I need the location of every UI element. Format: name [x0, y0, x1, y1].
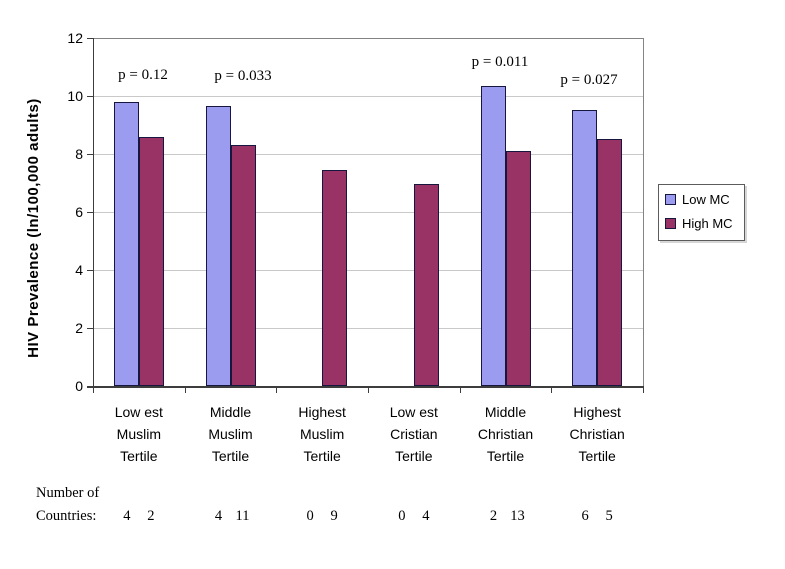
p-value-label-4: p = 0.027 [560, 72, 618, 88]
bar-high-mc-group-5 [506, 151, 531, 386]
legend-item-low-mc: Low MC [665, 193, 730, 206]
category-label-3-line-3: Tertile [303, 448, 341, 464]
x-tick-1 [185, 388, 186, 393]
x-tick-2 [276, 388, 277, 393]
count-1-high: 2 [147, 508, 155, 524]
x-tick-3 [368, 388, 369, 393]
x-tick-4 [460, 388, 461, 393]
y-tick-6 [87, 212, 93, 213]
count-6-low: 6 [581, 508, 589, 524]
category-label-6-line-1: Highest [573, 404, 621, 420]
bar-low-mc-group-5 [481, 86, 506, 386]
count-2-high: 11 [235, 508, 250, 524]
y-tick-label-4: 4 [75, 262, 83, 278]
y-tick-8 [87, 154, 93, 155]
category-label-1-line-1: Low est [114, 404, 163, 420]
y-tick-12 [87, 38, 93, 39]
p-value-label-3: p = 0.011 [471, 54, 529, 70]
category-label-5-line-1: Middle [484, 404, 527, 420]
gridline-4 [93, 270, 643, 271]
y-tick-label-2: 2 [75, 320, 83, 336]
y-tick-0 [87, 386, 93, 387]
legend: Low MC High MC [658, 184, 745, 241]
counts-row-label-line1: Number of [36, 485, 100, 501]
bar-high-mc-group-2 [231, 145, 256, 386]
bar-low-mc-group-6 [572, 110, 597, 386]
counts-row-label-line2: Countries: [36, 508, 97, 524]
y-axis-title: HIV Prevalence (ln/100,000 adults) [25, 98, 42, 358]
bar-high-mc-group-6 [597, 139, 622, 386]
category-label-3-line-1: Highest [298, 404, 346, 420]
count-5-low: 2 [489, 508, 498, 524]
y-tick-label-12: 12 [67, 30, 83, 46]
category-label-2-line-3: Tertile [211, 448, 250, 464]
category-label-4-line-2: Cristian [390, 426, 438, 442]
category-label-1-line-3: Tertile [120, 448, 158, 464]
y-tick-label-10: 10 [67, 88, 83, 104]
category-label-6-line-2: Christian [569, 426, 625, 442]
x-tick-6 [643, 388, 644, 393]
category-label-2-line-1: Middle [209, 404, 252, 420]
category-label-3-line-2: Muslim [299, 426, 345, 442]
bar-high-mc-group-3 [322, 170, 347, 386]
legend-label-low-mc: Low MC [682, 192, 730, 207]
category-label-5-line-3: Tertile [486, 448, 525, 464]
legend-item-high-mc: High MC [665, 217, 733, 230]
bar-low-mc-group-1 [114, 102, 139, 386]
category-label-4-line-1: Low est [389, 404, 438, 420]
count-3-low: 0 [306, 508, 314, 524]
bar-low-mc-group-2 [206, 106, 231, 386]
count-5-high: 13 [510, 508, 525, 524]
bar-high-mc-group-1 [139, 137, 164, 386]
x-tick-0 [93, 388, 94, 393]
count-2-low: 4 [214, 508, 223, 524]
y-tick-label-8: 8 [75, 146, 83, 162]
plot-border-right [643, 38, 644, 388]
gridline-8 [93, 154, 643, 155]
x-tick-5 [551, 388, 552, 393]
y-tick-2 [87, 328, 93, 329]
count-6-high: 5 [605, 508, 613, 524]
y-axis-line [93, 38, 94, 388]
category-label-6-line-3: Tertile [578, 448, 616, 464]
y-tick-label-6: 6 [75, 204, 83, 220]
p-value-label-1: p = 0.12 [118, 67, 168, 83]
legend-label-high-mc: High MC [682, 216, 733, 231]
gridline-10 [93, 96, 643, 97]
count-3-high: 9 [330, 508, 338, 524]
category-label-5-line-2: Christian [477, 426, 534, 442]
gridline-6 [93, 212, 643, 213]
p-value-label-2: p = 0.033 [214, 68, 272, 84]
count-4-high: 4 [422, 508, 430, 524]
x-axis-line [87, 386, 644, 388]
count-4-low: 0 [398, 508, 406, 524]
legend-swatch-low-mc [665, 194, 676, 205]
gridline-2 [93, 328, 643, 329]
y-tick-4 [87, 270, 93, 271]
count-1-low: 4 [123, 508, 131, 524]
y-tick-10 [87, 96, 93, 97]
plot-border-top [93, 38, 643, 39]
category-label-2-line-2: Muslim [208, 426, 253, 442]
category-label-4-line-3: Tertile [395, 448, 433, 464]
y-tick-label-0: 0 [75, 378, 83, 394]
category-label-1-line-2: Muslim [116, 426, 161, 442]
bar-high-mc-group-4 [414, 184, 439, 386]
legend-swatch-high-mc [665, 218, 676, 229]
